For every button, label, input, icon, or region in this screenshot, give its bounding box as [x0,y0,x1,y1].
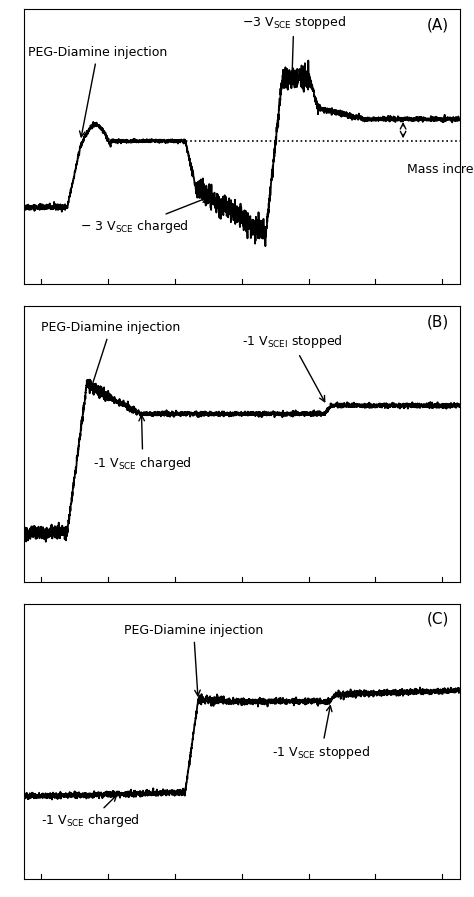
Text: (C): (C) [427,612,449,627]
Text: PEG-Diamine injection: PEG-Diamine injection [41,321,181,390]
Text: Mass increased: Mass increased [408,163,474,176]
Text: -1 V$_{\mathrm{SCE}}$ stopped: -1 V$_{\mathrm{SCE}}$ stopped [272,706,370,761]
Text: (B): (B) [427,315,449,329]
Text: $-$ 3 V$_{\mathrm{SCE}}$ charged: $-$ 3 V$_{\mathrm{SCE}}$ charged [81,197,207,235]
Text: -1 V$_{\mathrm{SCEI}}$ stopped: -1 V$_{\mathrm{SCEI}}$ stopped [242,334,342,402]
Text: -1 V$_{\mathrm{SCE}}$ charged: -1 V$_{\mathrm{SCE}}$ charged [93,415,192,472]
Text: PEG-Diamine injection: PEG-Diamine injection [28,46,167,137]
Text: PEG-Diamine injection: PEG-Diamine injection [124,623,263,696]
Text: -1 V$_{\mathrm{SCE}}$ charged: -1 V$_{\mathrm{SCE}}$ charged [41,796,140,830]
Text: $-$3 V$_{\mathrm{SCE}}$ stopped: $-$3 V$_{\mathrm{SCE}}$ stopped [242,14,346,76]
Text: (A): (A) [427,17,449,32]
